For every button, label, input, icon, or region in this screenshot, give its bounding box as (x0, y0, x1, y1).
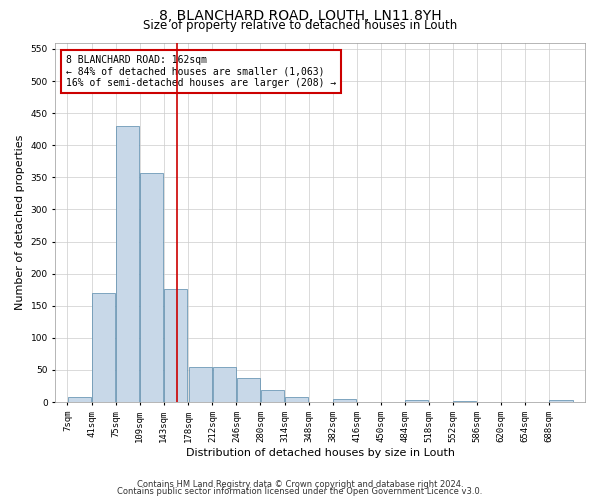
Bar (164, 289, 187, 402)
Bar (549, 400, 572, 402)
Bar (285, 397, 308, 402)
Bar (333, 399, 356, 402)
Bar (261, 390, 284, 402)
Bar (116, 126, 139, 402)
Text: Size of property relative to detached houses in Louth: Size of property relative to detached ho… (143, 19, 457, 32)
X-axis label: Distribution of detached houses by size in Louth: Distribution of detached houses by size … (186, 448, 455, 458)
Bar (213, 366, 236, 402)
Bar (405, 400, 428, 402)
Text: Contains HM Land Registry data © Crown copyright and database right 2024.: Contains HM Land Registry data © Crown c… (137, 480, 463, 489)
Bar (140, 174, 163, 402)
Bar (92, 293, 115, 402)
Bar (68, 397, 91, 402)
Y-axis label: Number of detached properties: Number of detached properties (15, 134, 25, 310)
Text: Contains public sector information licensed under the Open Government Licence v3: Contains public sector information licen… (118, 487, 482, 496)
Bar (189, 366, 212, 402)
Bar (237, 378, 260, 402)
Text: 8 BLANCHARD ROAD: 162sqm
← 84% of detached houses are smaller (1,063)
16% of sem: 8 BLANCHARD ROAD: 162sqm ← 84% of detach… (66, 55, 336, 88)
Text: 8, BLANCHARD ROAD, LOUTH, LN11 8YH: 8, BLANCHARD ROAD, LOUTH, LN11 8YH (158, 9, 442, 23)
